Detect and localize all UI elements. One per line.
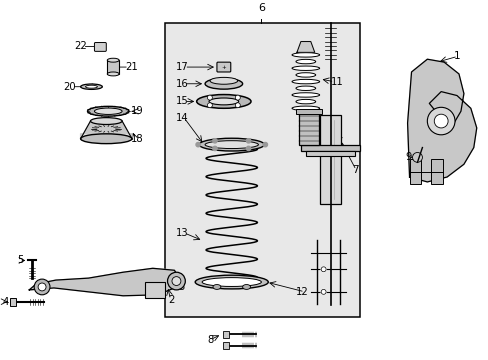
Circle shape (196, 143, 200, 147)
Text: 6: 6 (257, 3, 264, 13)
Text: 19: 19 (131, 106, 143, 116)
Ellipse shape (81, 84, 102, 89)
Text: 14: 14 (175, 113, 188, 123)
Polygon shape (29, 268, 180, 296)
Circle shape (433, 114, 447, 128)
Text: 15: 15 (175, 96, 188, 107)
Circle shape (321, 267, 325, 272)
Text: 10: 10 (332, 143, 345, 153)
Text: 20: 20 (63, 82, 76, 92)
Circle shape (167, 272, 185, 290)
Text: 7: 7 (351, 165, 358, 175)
Circle shape (321, 289, 325, 294)
Circle shape (263, 143, 267, 147)
Text: 18: 18 (131, 134, 143, 144)
Ellipse shape (295, 59, 315, 64)
Bar (223, 330, 228, 338)
Text: 17: 17 (175, 62, 188, 72)
Polygon shape (407, 59, 476, 182)
Text: 5: 5 (17, 256, 23, 265)
Bar (107, 60, 119, 74)
Polygon shape (296, 41, 314, 52)
Ellipse shape (242, 284, 250, 289)
Circle shape (207, 103, 212, 108)
Text: 2: 2 (168, 295, 174, 305)
Ellipse shape (94, 108, 122, 114)
Circle shape (212, 146, 217, 150)
Ellipse shape (90, 118, 122, 125)
Text: 9: 9 (405, 152, 411, 162)
Circle shape (38, 283, 46, 291)
Ellipse shape (199, 138, 264, 151)
Polygon shape (81, 121, 132, 139)
Bar (223, 342, 228, 349)
Ellipse shape (213, 284, 221, 289)
Ellipse shape (209, 77, 237, 84)
Circle shape (34, 279, 50, 295)
Ellipse shape (291, 53, 319, 57)
Bar (305, 150, 354, 156)
Circle shape (321, 267, 325, 272)
Circle shape (207, 95, 212, 100)
Circle shape (235, 95, 240, 100)
Ellipse shape (87, 106, 129, 116)
Ellipse shape (107, 72, 119, 76)
Text: 3: 3 (178, 282, 184, 292)
Ellipse shape (107, 58, 119, 62)
Bar (10, 298, 17, 306)
Circle shape (412, 153, 422, 162)
Ellipse shape (291, 80, 319, 84)
Ellipse shape (196, 95, 250, 108)
Bar (319, 115, 341, 203)
Text: +: + (221, 64, 226, 69)
Text: 1: 1 (453, 51, 460, 61)
Circle shape (427, 107, 454, 135)
Bar (144, 282, 164, 298)
Bar (430, 159, 442, 184)
Ellipse shape (81, 134, 132, 144)
Ellipse shape (204, 78, 242, 89)
Text: 8: 8 (207, 335, 214, 345)
Text: 22: 22 (74, 41, 86, 51)
Text: 4: 4 (2, 297, 8, 307)
Ellipse shape (295, 99, 315, 104)
Circle shape (246, 146, 250, 150)
Ellipse shape (204, 141, 258, 149)
Ellipse shape (291, 93, 319, 97)
Text: 13: 13 (175, 228, 188, 238)
Ellipse shape (85, 85, 97, 88)
Ellipse shape (202, 278, 261, 287)
Bar (164, 23, 360, 318)
Circle shape (235, 103, 240, 108)
Bar (300, 145, 360, 150)
Ellipse shape (295, 73, 315, 77)
Text: 21: 21 (125, 62, 138, 72)
Bar (409, 159, 421, 184)
Circle shape (321, 289, 325, 294)
FancyBboxPatch shape (94, 42, 106, 51)
Ellipse shape (291, 66, 319, 71)
Ellipse shape (208, 98, 238, 105)
Bar (298, 111, 318, 145)
Ellipse shape (195, 275, 268, 289)
Circle shape (172, 276, 181, 285)
Text: 16: 16 (175, 79, 188, 89)
Circle shape (212, 139, 217, 143)
FancyBboxPatch shape (217, 62, 230, 72)
Ellipse shape (295, 86, 315, 90)
Text: 12: 12 (295, 287, 308, 297)
Ellipse shape (291, 106, 319, 111)
Text: 11: 11 (330, 77, 343, 87)
Circle shape (246, 139, 250, 143)
Bar (295, 109, 321, 114)
